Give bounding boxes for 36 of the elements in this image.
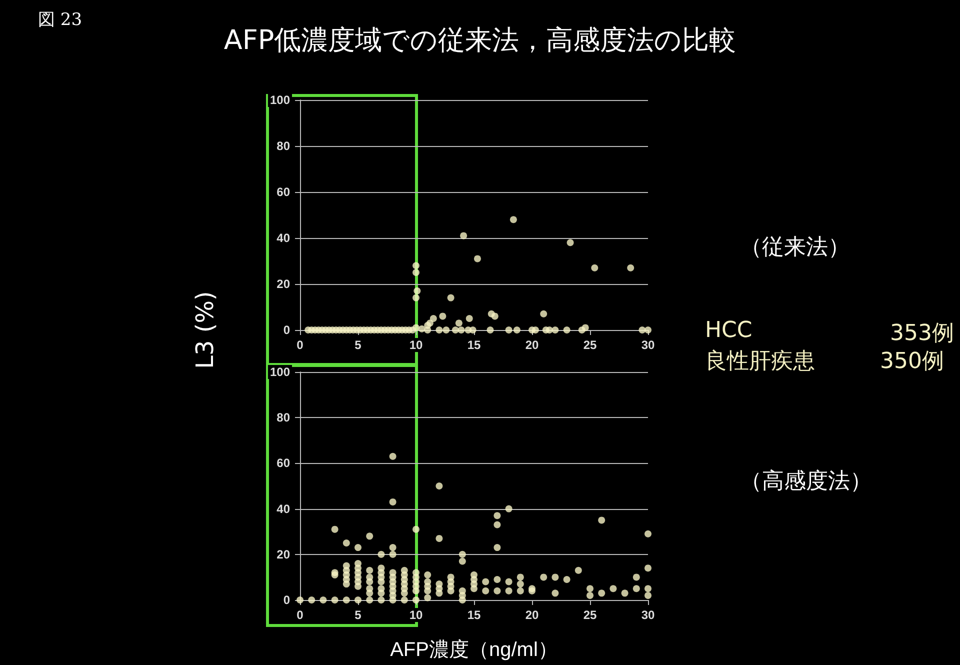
x-tick-label: 10 [409, 338, 423, 352]
text: （従来法） [740, 234, 850, 262]
x-tick-label: 5 [354, 608, 362, 622]
y-tick-label: 80 [276, 139, 290, 153]
x-tick-label: 5 [354, 338, 362, 352]
text: 良性肝疾患 [705, 348, 815, 376]
x-tick-label: 25 [583, 608, 597, 622]
x-tick-label: 20 [525, 608, 539, 622]
y-tick-label: 100 [270, 93, 290, 107]
caption: 図 23 [38, 9, 82, 31]
text: （高感度法） [740, 468, 872, 496]
y-axis-title: L3 (%) [191, 291, 219, 369]
y-tick-label: 40 [276, 502, 290, 516]
y-tick-label: 100 [270, 365, 290, 379]
x-tick-label: 30 [641, 338, 655, 352]
y-tick-label: 60 [276, 456, 290, 470]
text: 350例 [880, 348, 944, 376]
y-tick-label: 20 [276, 277, 290, 291]
x-tick-label: 10 [409, 608, 423, 622]
x-tick-label: 30 [641, 608, 655, 622]
chart-title: AFP低濃度域での従来法，高感度法の比較 [224, 25, 736, 56]
text: 353例 [890, 320, 954, 348]
x-tick-label: 0 [296, 338, 304, 352]
x-tick-label: 0 [296, 608, 304, 622]
y-tick-label: 80 [276, 410, 290, 425]
y-tick-label: 60 [276, 185, 290, 199]
y-tick-label: 0 [283, 323, 290, 337]
y-tick-label: 0 [283, 593, 290, 607]
x-tick-label: 15 [467, 608, 481, 622]
y-tick-label: 20 [276, 547, 290, 562]
text: HCC [705, 318, 752, 343]
x-tick-label: 25 [583, 338, 597, 352]
x-tick-label: 20 [525, 338, 539, 352]
x-axis-title: AFP濃度（ng/ml） [390, 639, 558, 661]
x-tick-label: 15 [467, 338, 481, 352]
y-tick-label: 40 [276, 231, 290, 245]
